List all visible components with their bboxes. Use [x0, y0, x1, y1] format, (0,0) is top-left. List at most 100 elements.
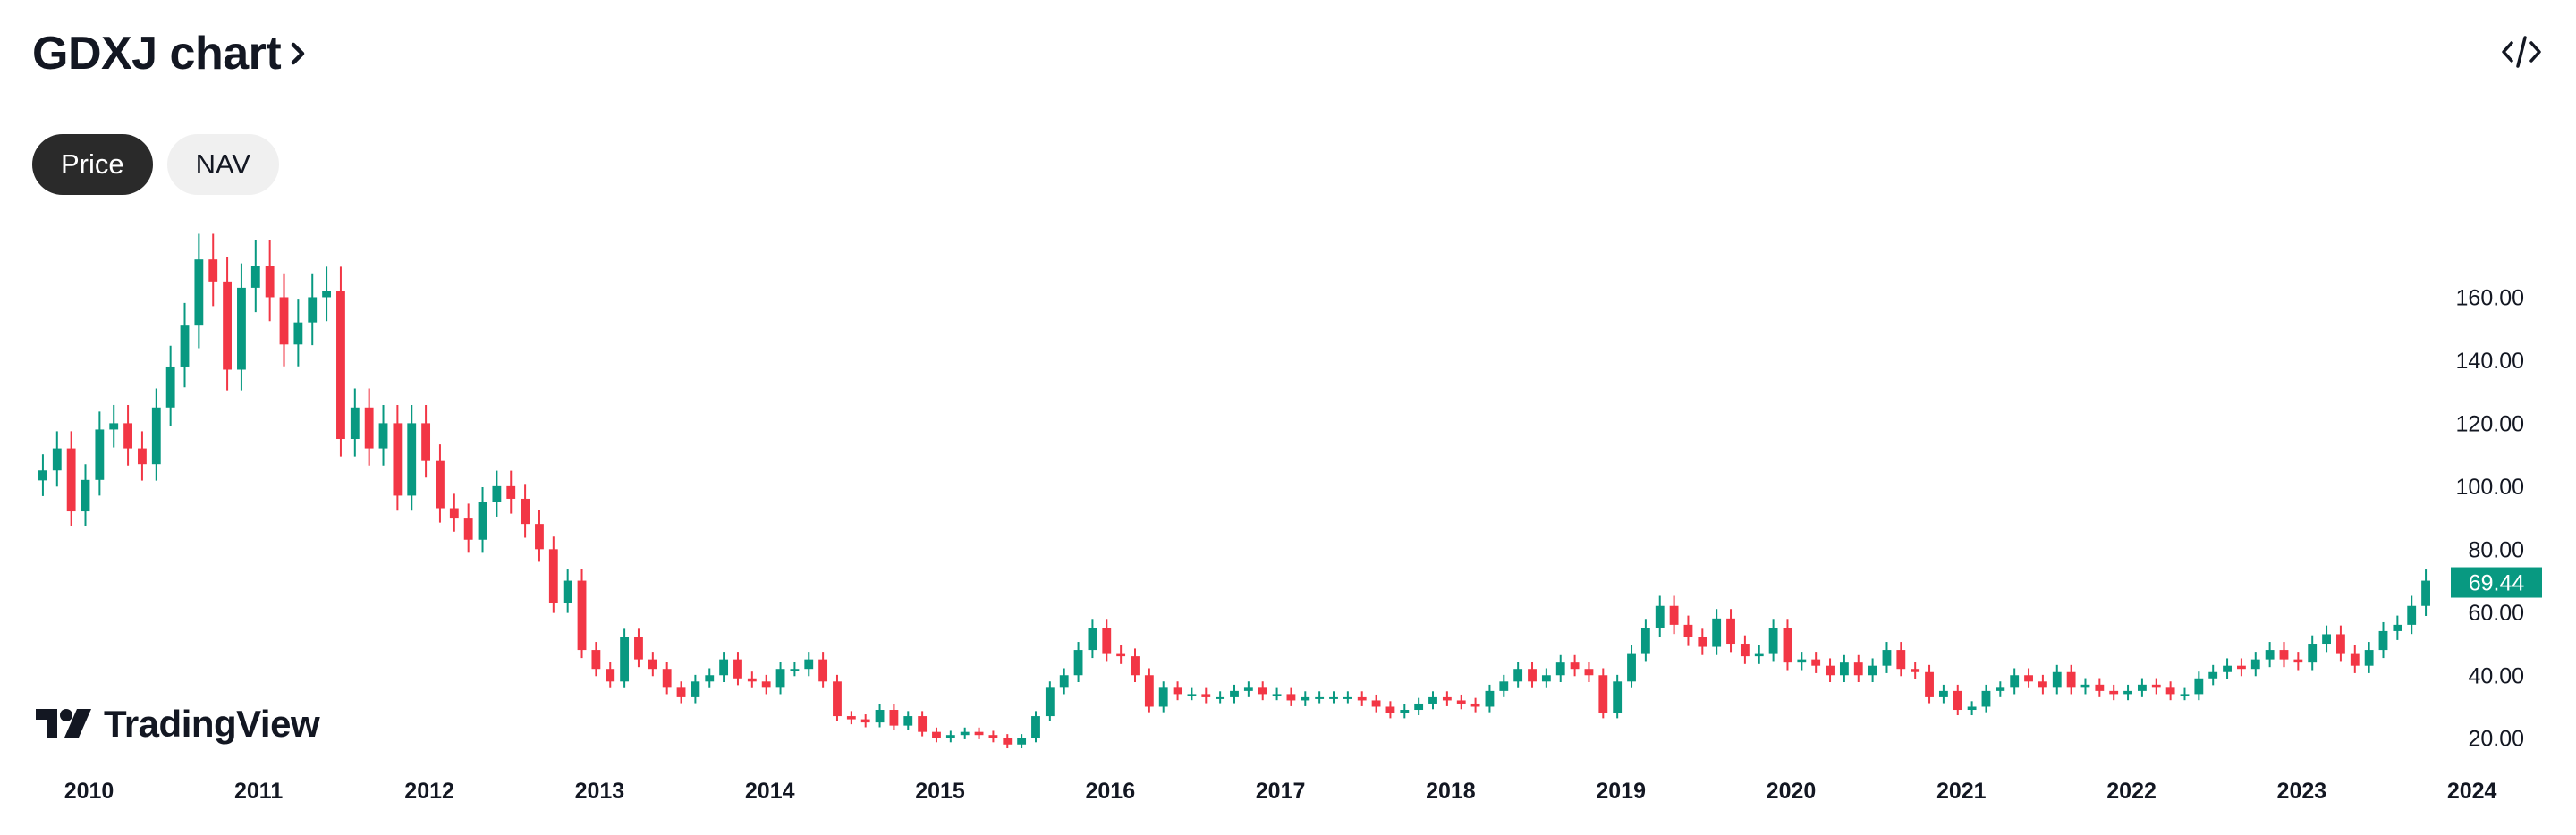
candle-body: [1216, 696, 1225, 699]
candle-body: [1102, 628, 1112, 654]
candle-body: [691, 681, 700, 697]
candle-body: [237, 287, 246, 370]
candle-body: [591, 650, 601, 670]
candle-body: [1683, 624, 1693, 637]
candle-body: [2194, 678, 2204, 695]
candle-body: [95, 429, 105, 480]
candle-body: [761, 681, 771, 688]
candle-body: [974, 731, 984, 736]
candle-body: [818, 659, 828, 682]
x-tick-label: 2023: [2277, 779, 2327, 804]
candle-body: [123, 423, 132, 449]
code-embed-icon[interactable]: [2499, 32, 2544, 72]
candle-body: [1414, 703, 1424, 711]
x-tick-label: 2014: [745, 779, 795, 804]
candle-body: [1201, 694, 1211, 697]
candle-body: [364, 407, 374, 449]
last-price-label: 69.44: [2469, 571, 2525, 596]
tab-nav[interactable]: NAV: [166, 134, 280, 195]
candle-body: [52, 448, 62, 471]
chart-type-tabs: Price NAV: [32, 134, 280, 195]
candle-body: [180, 325, 190, 367]
candle-body: [932, 731, 941, 738]
candle-body: [860, 719, 870, 723]
candle-body: [945, 735, 955, 738]
x-tick-label: 2010: [64, 779, 114, 804]
candle-body: [662, 669, 672, 688]
candle-body: [2052, 671, 2062, 688]
tradingview-logo[interactable]: TradingView: [36, 703, 320, 746]
x-tick-label: 2022: [2106, 779, 2157, 804]
candle-body: [960, 731, 970, 736]
x-tick-label: 2019: [1596, 779, 1646, 804]
brand-text: TradingView: [104, 703, 320, 745]
candle-body: [350, 407, 360, 440]
candle-body: [833, 681, 842, 717]
candle-body: [1017, 738, 1027, 745]
candle-body: [705, 675, 715, 682]
candles-layer: [38, 233, 2430, 749]
tab-price[interactable]: Price: [32, 134, 153, 195]
candle-body: [80, 479, 90, 512]
candle-body: [492, 485, 502, 502]
candle-body: [322, 291, 332, 298]
candle-body: [1428, 696, 1437, 704]
candle-body: [1230, 690, 1239, 697]
candle-body: [2322, 634, 2331, 645]
candle-body: [2407, 605, 2417, 625]
y-tick-label: 40.00: [2468, 663, 2524, 688]
candle-body: [1712, 618, 1722, 647]
candle-body: [66, 448, 76, 512]
candle-body: [2180, 694, 2190, 696]
candle-body: [1286, 694, 1296, 701]
candle-body: [1485, 690, 1495, 707]
candle-body: [1740, 644, 1750, 657]
x-tick-label: 2016: [1085, 779, 1135, 804]
candle-body: [463, 518, 473, 540]
x-tick-label: 2018: [1426, 779, 1476, 804]
candle-body: [293, 322, 303, 345]
candle-body: [1953, 690, 1962, 711]
candle-body: [1088, 628, 1097, 651]
candle-body: [1003, 738, 1013, 745]
candle-body: [2350, 653, 2360, 666]
candle-body: [804, 659, 814, 670]
candle-body: [1868, 665, 1877, 676]
y-tick-label: 160.00: [2456, 285, 2524, 310]
candle-body: [2308, 644, 2318, 663]
candle-body: [151, 407, 161, 465]
candle-body: [308, 297, 318, 323]
candle-body: [1272, 694, 1282, 696]
x-tick-label: 2012: [404, 779, 454, 804]
candle-body: [378, 423, 388, 449]
candle-body: [2109, 690, 2119, 695]
candle-body: [648, 659, 657, 670]
candle-body: [2223, 665, 2232, 672]
candle-body: [223, 281, 232, 370]
candle-body: [719, 659, 729, 676]
candle-body: [2237, 665, 2246, 670]
candle-body: [1131, 656, 1140, 676]
candle-body: [1144, 675, 1154, 707]
candle-body: [1456, 700, 1466, 704]
candle-body: [733, 659, 742, 679]
candle-body: [208, 259, 218, 282]
candle-body: [279, 297, 289, 345]
candle-body: [2123, 690, 2132, 695]
candle-body: [2421, 580, 2430, 606]
candle-body: [1045, 687, 1055, 717]
candle-body: [2378, 630, 2388, 651]
chart-title-link[interactable]: GDXJ chart: [32, 27, 311, 80]
last-price-marker: 69.44: [2451, 567, 2542, 598]
candle-body: [775, 669, 785, 688]
candle-body: [577, 580, 587, 651]
candle-body: [1826, 665, 1835, 676]
y-tick-label: 80.00: [2468, 537, 2524, 562]
candle-body: [1882, 650, 1892, 666]
candle-body: [1938, 690, 1948, 697]
candle-body: [1031, 716, 1040, 738]
candle-body: [1513, 669, 1523, 682]
candle-body: [1400, 710, 1410, 713]
candle-body: [1925, 671, 1934, 697]
